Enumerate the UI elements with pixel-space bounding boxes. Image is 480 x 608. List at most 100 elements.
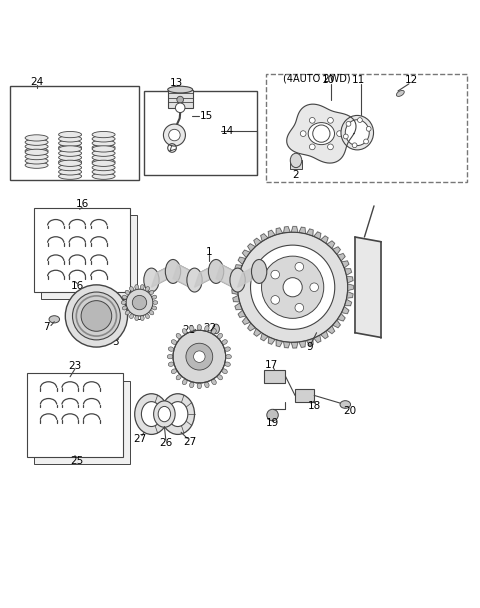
Ellipse shape xyxy=(208,260,224,283)
Ellipse shape xyxy=(135,285,139,289)
Bar xyxy=(41,215,137,299)
Ellipse shape xyxy=(25,143,48,150)
Ellipse shape xyxy=(230,268,245,292)
Circle shape xyxy=(358,118,362,122)
Polygon shape xyxy=(337,254,345,261)
Polygon shape xyxy=(232,288,238,294)
Ellipse shape xyxy=(152,306,156,310)
Ellipse shape xyxy=(341,116,373,150)
Text: 10: 10 xyxy=(322,75,335,86)
Circle shape xyxy=(81,300,112,331)
Ellipse shape xyxy=(59,169,82,175)
Ellipse shape xyxy=(171,340,177,344)
Polygon shape xyxy=(238,257,246,264)
Polygon shape xyxy=(291,342,298,348)
Ellipse shape xyxy=(125,290,130,294)
Polygon shape xyxy=(321,331,328,339)
Ellipse shape xyxy=(125,311,130,315)
Circle shape xyxy=(352,143,357,148)
Polygon shape xyxy=(314,232,321,240)
Text: 25: 25 xyxy=(71,455,84,466)
Text: 17: 17 xyxy=(264,361,278,370)
Text: 23: 23 xyxy=(68,361,82,371)
Bar xyxy=(290,160,302,168)
Polygon shape xyxy=(268,337,275,344)
Polygon shape xyxy=(238,310,246,317)
Text: 8: 8 xyxy=(74,295,81,305)
Ellipse shape xyxy=(212,329,216,334)
Polygon shape xyxy=(333,247,340,255)
Ellipse shape xyxy=(130,286,133,291)
Polygon shape xyxy=(242,250,250,258)
Polygon shape xyxy=(348,284,353,291)
Ellipse shape xyxy=(135,394,168,435)
Polygon shape xyxy=(314,335,321,343)
Ellipse shape xyxy=(345,120,369,145)
Ellipse shape xyxy=(290,153,302,168)
Circle shape xyxy=(271,295,279,304)
Ellipse shape xyxy=(25,162,48,168)
Polygon shape xyxy=(238,264,259,287)
Ellipse shape xyxy=(176,375,181,380)
Polygon shape xyxy=(307,339,313,345)
Ellipse shape xyxy=(226,354,231,359)
Text: 11: 11 xyxy=(352,75,365,86)
Ellipse shape xyxy=(92,165,115,171)
Ellipse shape xyxy=(92,160,115,167)
Polygon shape xyxy=(284,227,290,233)
Ellipse shape xyxy=(59,160,82,167)
Ellipse shape xyxy=(340,401,350,409)
Ellipse shape xyxy=(59,146,82,152)
Text: 2: 2 xyxy=(293,170,300,180)
Ellipse shape xyxy=(92,173,115,179)
Ellipse shape xyxy=(187,268,202,292)
Ellipse shape xyxy=(204,382,209,388)
Text: 21: 21 xyxy=(182,325,195,336)
Polygon shape xyxy=(307,229,313,236)
Ellipse shape xyxy=(213,324,219,334)
Ellipse shape xyxy=(92,136,115,142)
Circle shape xyxy=(168,130,180,141)
Ellipse shape xyxy=(25,148,48,154)
Text: 15: 15 xyxy=(200,111,213,121)
Polygon shape xyxy=(347,276,353,283)
Circle shape xyxy=(336,131,342,136)
Ellipse shape xyxy=(92,144,115,151)
Text: 27: 27 xyxy=(183,437,196,447)
Ellipse shape xyxy=(168,402,188,427)
Text: 12: 12 xyxy=(405,75,418,86)
Polygon shape xyxy=(248,323,255,331)
Ellipse shape xyxy=(59,159,82,165)
Text: 4: 4 xyxy=(112,322,119,332)
Ellipse shape xyxy=(168,347,174,351)
Bar xyxy=(34,209,130,292)
Polygon shape xyxy=(235,264,242,272)
Ellipse shape xyxy=(168,362,174,367)
Ellipse shape xyxy=(182,379,187,385)
Circle shape xyxy=(310,117,315,123)
Text: 16: 16 xyxy=(71,282,84,291)
Bar xyxy=(295,389,314,402)
Polygon shape xyxy=(235,303,242,309)
Circle shape xyxy=(262,256,324,319)
Ellipse shape xyxy=(135,316,139,320)
Ellipse shape xyxy=(217,333,223,339)
Ellipse shape xyxy=(182,329,187,334)
Ellipse shape xyxy=(176,333,181,339)
Circle shape xyxy=(163,124,185,146)
Ellipse shape xyxy=(225,362,230,367)
Text: 7: 7 xyxy=(43,322,49,332)
Text: (4AUTO 2WD): (4AUTO 2WD) xyxy=(283,73,350,83)
Text: 3: 3 xyxy=(112,337,119,347)
Ellipse shape xyxy=(59,140,82,147)
Polygon shape xyxy=(341,261,349,268)
Ellipse shape xyxy=(165,260,180,283)
Ellipse shape xyxy=(252,260,267,283)
Bar xyxy=(168,89,192,108)
Text: 14: 14 xyxy=(220,126,234,136)
Ellipse shape xyxy=(197,383,202,389)
Circle shape xyxy=(346,122,351,126)
Ellipse shape xyxy=(212,379,216,385)
Polygon shape xyxy=(276,340,283,347)
Ellipse shape xyxy=(25,139,48,145)
